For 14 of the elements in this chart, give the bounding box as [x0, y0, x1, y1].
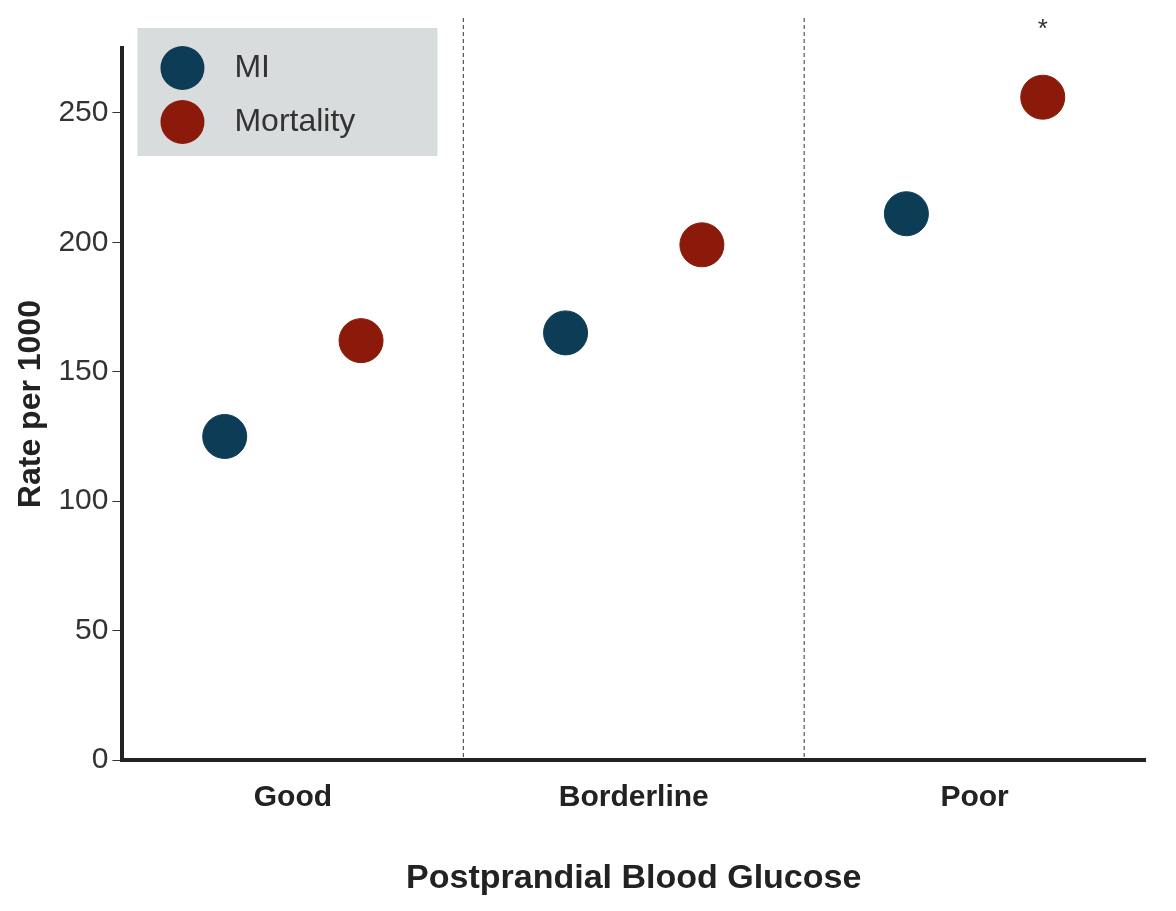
x-tick-label: Borderline	[558, 779, 709, 813]
y-tick-label: 0	[91, 741, 109, 775]
legend-label: MI	[234, 47, 270, 84]
y-tick-label: 50	[75, 611, 109, 645]
y-tick-label: 100	[58, 482, 109, 516]
y-tick-label: 150	[58, 352, 109, 386]
y-tick-label: 200	[58, 223, 109, 257]
y-tick-label: 250	[58, 94, 109, 128]
x-tick-label: Good	[253, 779, 333, 813]
text: *	[1037, 13, 1048, 44]
legend-label: Mortality	[234, 101, 356, 138]
y-axis-title: Rate per 1000	[11, 300, 48, 509]
x-axis-title: Postprandial Blood Glucose	[406, 856, 862, 895]
x-tick-label: Poor	[940, 779, 1010, 813]
